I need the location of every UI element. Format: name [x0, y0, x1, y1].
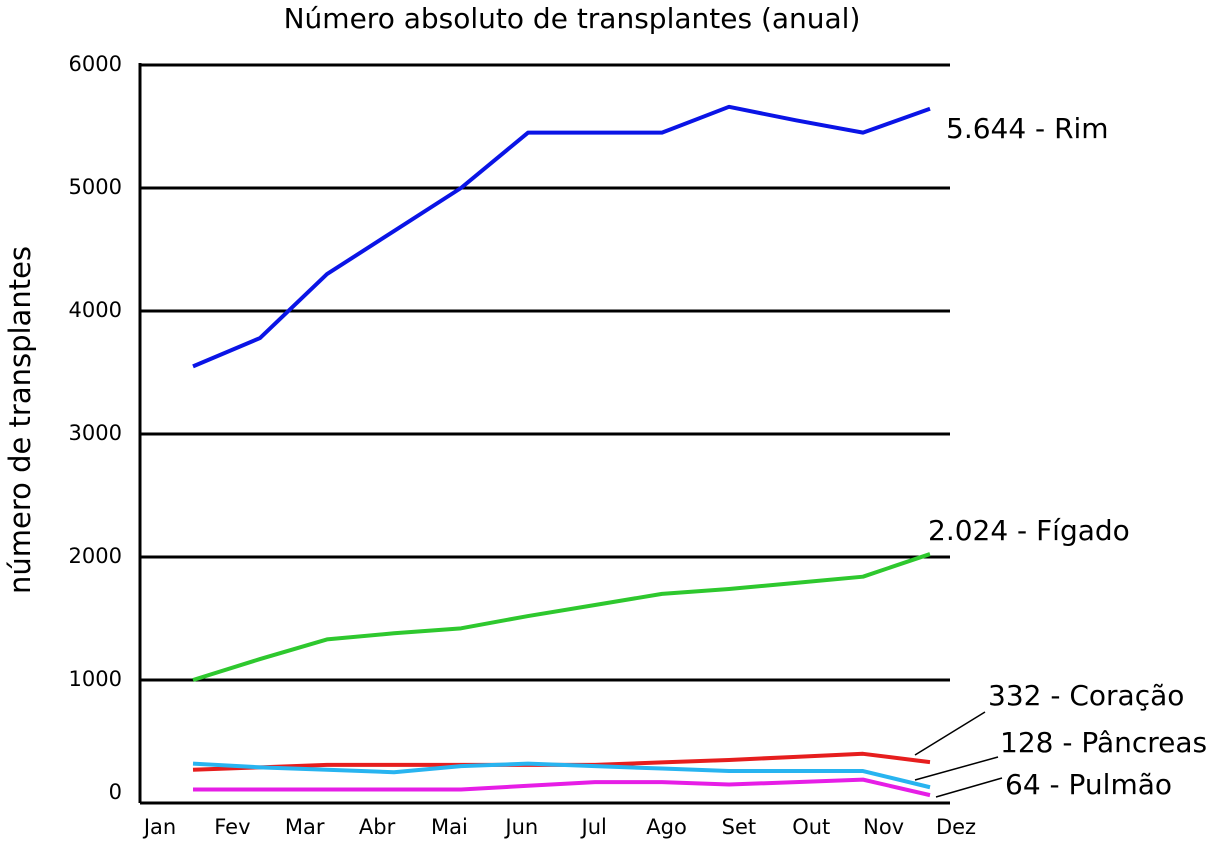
leader-line: [914, 711, 986, 756]
x-tick-label: Jun: [503, 815, 538, 839]
leader-line: [914, 756, 999, 781]
series-label: 64 - Pulmão: [1005, 768, 1172, 801]
x-tick-label: Dez: [936, 815, 976, 839]
y-tick-label: 1000: [69, 667, 122, 691]
x-tick-label: Fev: [214, 815, 250, 839]
chart-title: Número absoluto de transplantes (anual): [284, 2, 861, 35]
y-axis-label: número de transplantes: [3, 246, 37, 594]
x-tick-label: Set: [722, 815, 756, 839]
y-tick-label: 3000: [69, 421, 122, 445]
series-label: 332 - Coração: [988, 679, 1184, 712]
series-line: [192, 761, 931, 790]
series-line: [192, 552, 931, 682]
series-label: 5.644 - Rim: [946, 112, 1109, 145]
x-tick-label: Mar: [285, 815, 325, 839]
series-line: [192, 104, 931, 369]
leader-line: [935, 777, 1003, 798]
x-tick-label: Jan: [142, 815, 176, 839]
series-label: 2.024 - Fígado: [928, 514, 1130, 547]
series-line: [193, 777, 931, 798]
y-tick-label: 2000: [69, 544, 122, 568]
y-tick-label: 0: [109, 780, 122, 804]
x-tick-label: Out: [792, 815, 830, 839]
x-tick-label: Mai: [431, 815, 468, 839]
x-tick-label: Nov: [863, 815, 904, 839]
y-tick-label: 5000: [69, 175, 122, 199]
y-tick-label: 4000: [69, 298, 122, 322]
x-tick-label: Ago: [646, 815, 687, 839]
y-tick-label: 6000: [69, 52, 122, 76]
x-tick-label: Abr: [359, 815, 396, 839]
series-label: 128 - Pâncreas: [1000, 726, 1207, 759]
x-tick-label: Jul: [580, 815, 607, 839]
